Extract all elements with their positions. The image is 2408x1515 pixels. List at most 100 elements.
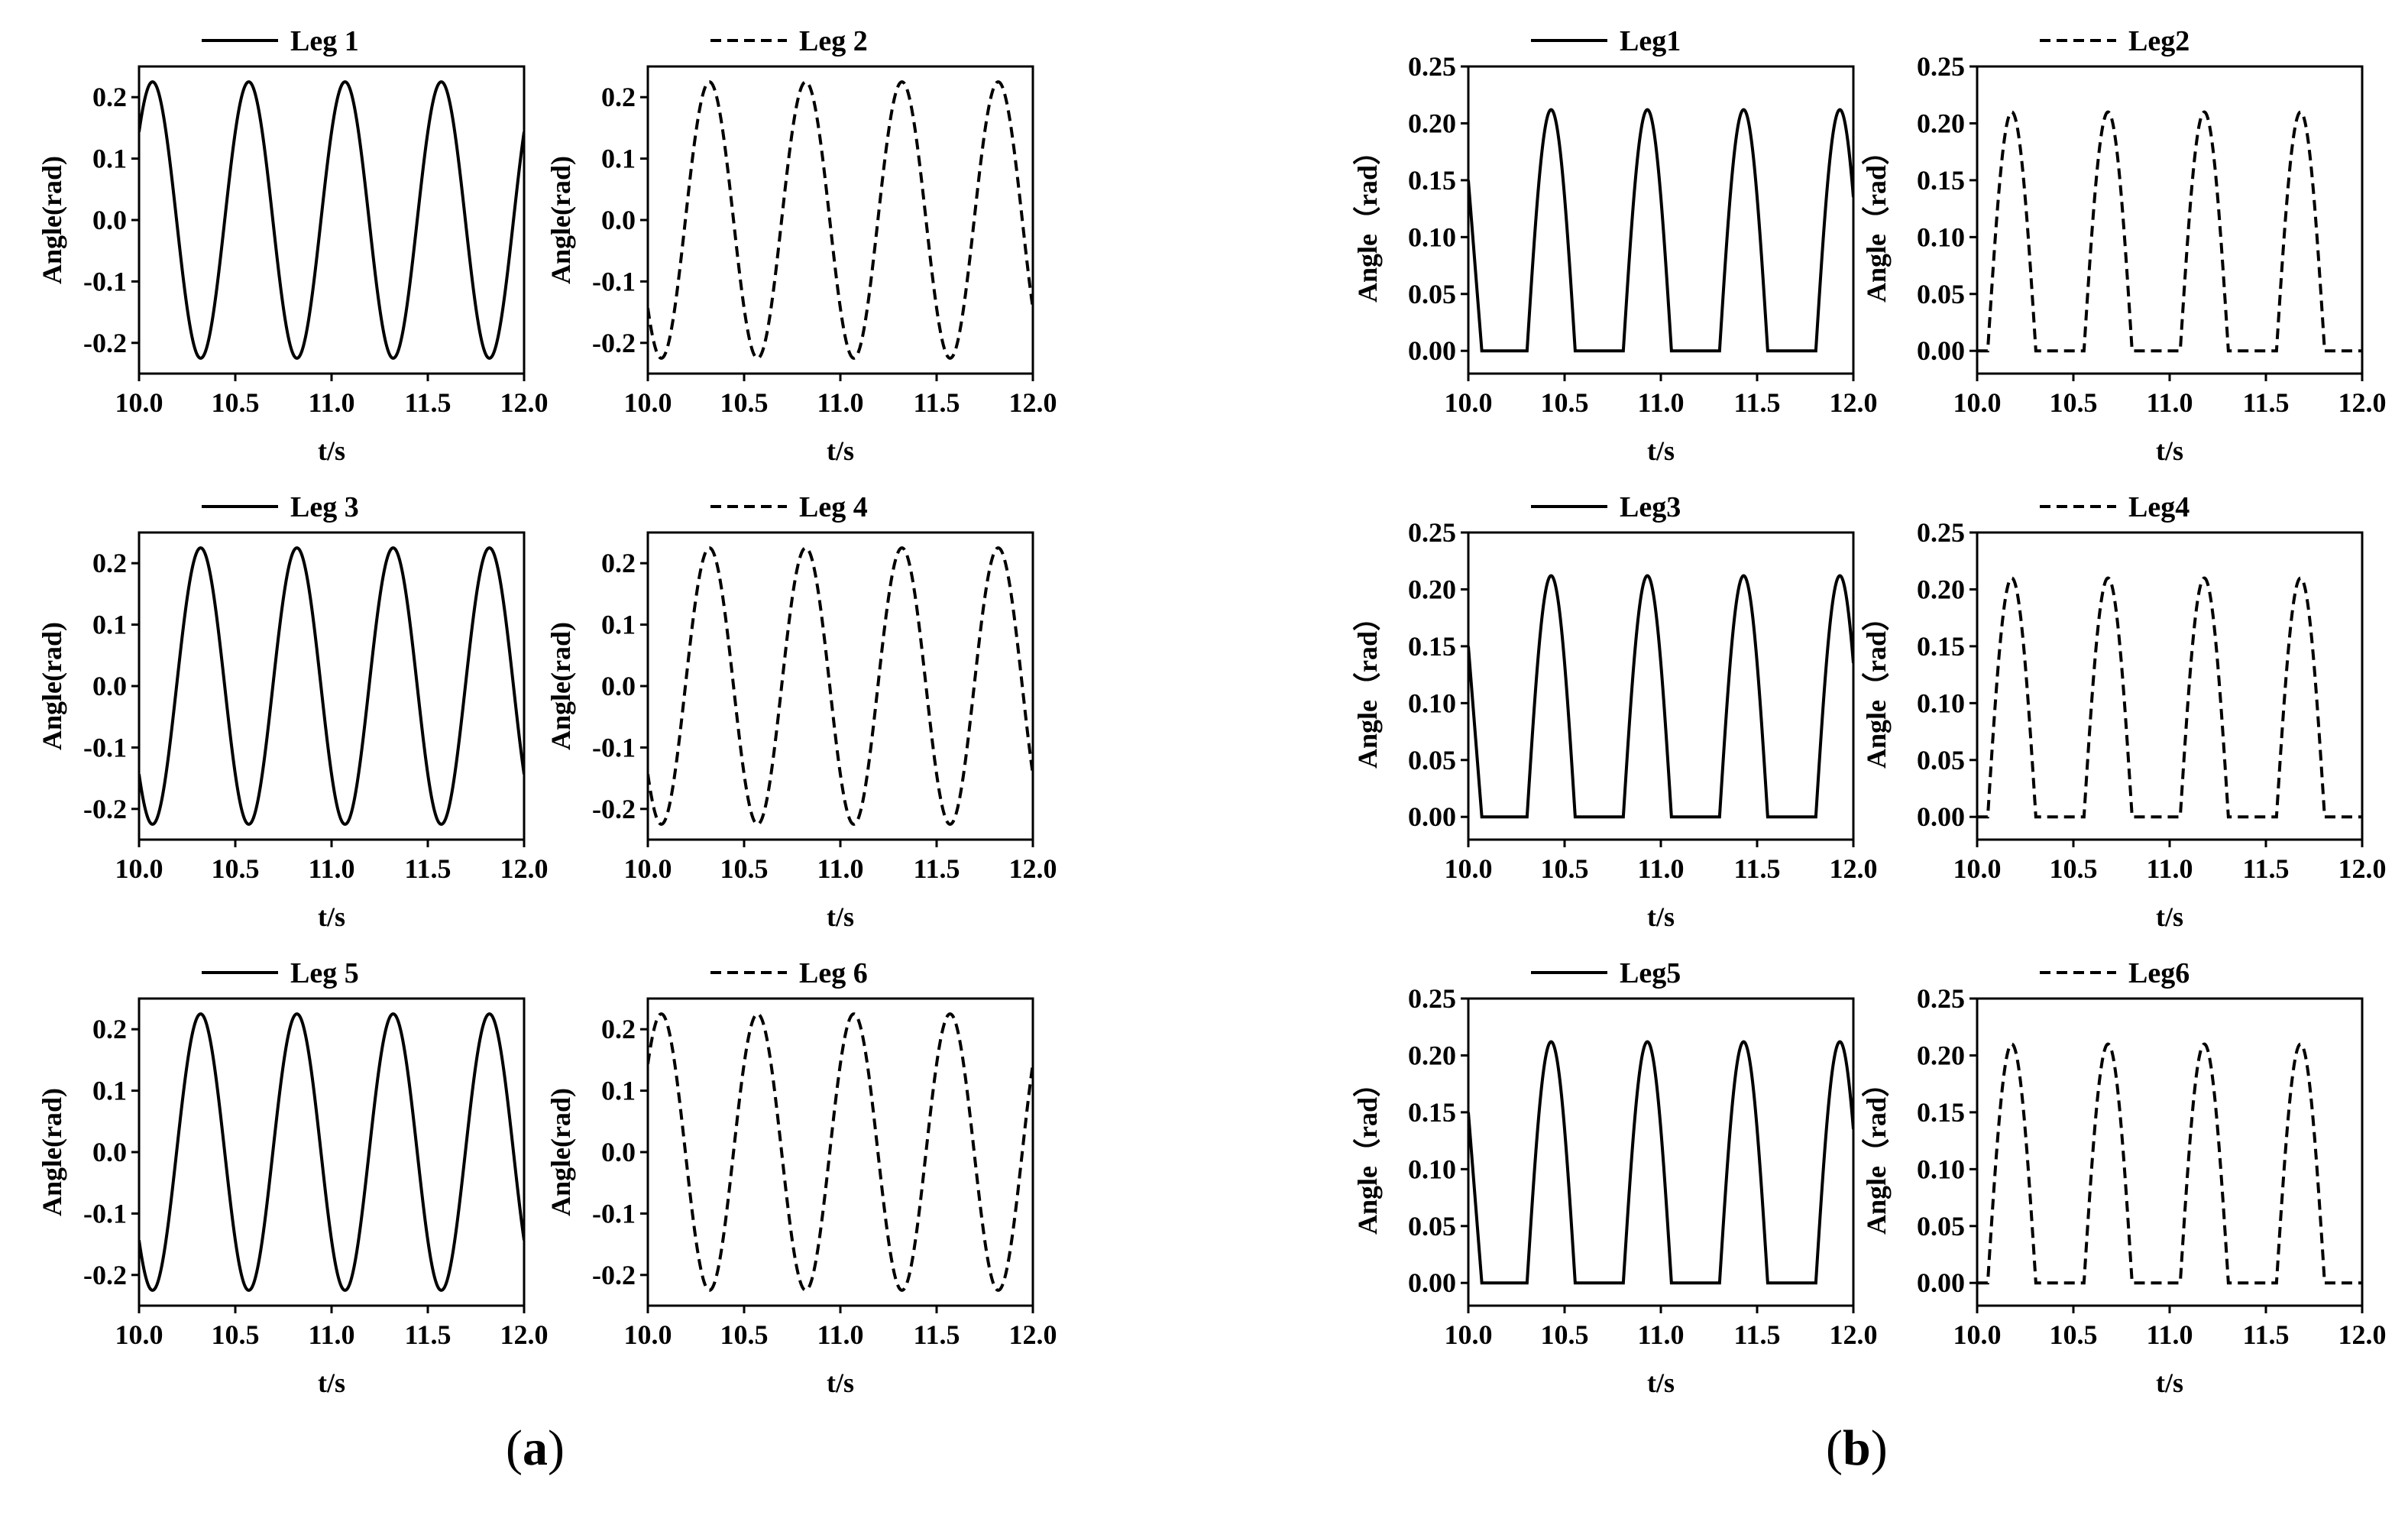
y-tick-label: 0.05 xyxy=(1408,745,1456,775)
y-tick-label: 0.15 xyxy=(1917,631,1965,662)
x-tick-label: 11.5 xyxy=(1733,1319,1780,1350)
y-tick-label: 0.00 xyxy=(1408,335,1456,366)
y-tick-label: 0.0 xyxy=(601,205,636,235)
y-tick-label: 0.00 xyxy=(1408,801,1456,832)
y-tick-label: 0.10 xyxy=(1917,1154,1965,1184)
x-tick-label: 10.0 xyxy=(624,387,672,418)
y-axis-label: Angle(rad) xyxy=(545,622,576,750)
x-axis-label: t/s xyxy=(827,1368,854,1398)
y-tick-label: 0.25 xyxy=(1408,51,1456,82)
series-line xyxy=(1468,1040,1853,1285)
x-tick-label: 11.5 xyxy=(1733,853,1780,884)
series-line xyxy=(1468,574,1853,819)
plot-frame xyxy=(1976,65,2364,375)
x-tick-label: 10.0 xyxy=(115,1319,163,1350)
x-tick-label: 10.0 xyxy=(1445,387,1493,418)
y-tick-label: 0.20 xyxy=(1917,108,1965,138)
y-axis-label: Angle（rad） xyxy=(1352,1070,1383,1235)
x-tick-label: 11.5 xyxy=(404,387,451,418)
y-tick-label: 0.0 xyxy=(92,205,127,235)
series-line xyxy=(648,1012,1033,1292)
series-line xyxy=(648,546,1033,826)
x-tick-label: 11.0 xyxy=(817,853,863,884)
subplot-leg3: 10.0 10.5 11.0 11.5 12.0 -0.2 -0.1 0.0 0.1 0.2 t/s… xyxy=(37,491,549,932)
x-axis-label: t/s xyxy=(2156,435,2183,466)
legend-label: Leg 6 xyxy=(799,957,868,989)
y-tick-label: 0.05 xyxy=(1917,745,1965,775)
x-tick-label: 10.5 xyxy=(2050,387,2098,418)
x-tick-label: 11.5 xyxy=(913,387,960,418)
y-tick-label: -0.1 xyxy=(83,1198,127,1229)
x-tick-label: 10.5 xyxy=(1541,853,1589,884)
x-tick-label: 11.0 xyxy=(308,387,354,418)
x-tick-label: 10.0 xyxy=(115,387,163,418)
y-tick-label: -0.2 xyxy=(592,794,636,824)
y-axis-label: Angle（rad） xyxy=(1861,138,1892,303)
x-tick-label: 10.0 xyxy=(624,1319,672,1350)
x-tick-label: 10.0 xyxy=(115,853,163,884)
subplot-leg1: 10.0 10.5 11.0 11.5 12.0 0.00 0.05 0.10 0.15 0.20… xyxy=(1352,25,1878,466)
plot-frame xyxy=(646,531,1034,841)
x-tick-label: 12.0 xyxy=(1830,853,1878,884)
x-tick-label: 11.0 xyxy=(1637,387,1684,418)
plot-frame xyxy=(1976,997,2364,1307)
y-tick-label: -0.1 xyxy=(592,1198,636,1229)
y-tick-label: 0.0 xyxy=(601,1137,636,1167)
y-tick-label: 0.0 xyxy=(92,671,127,701)
plot-frame xyxy=(646,997,1034,1307)
subplot-leg5: 10.0 10.5 11.0 11.5 12.0 -0.2 -0.1 0.0 0.1 0.2 t/s… xyxy=(37,957,549,1398)
x-tick-label: 10.5 xyxy=(1541,1319,1589,1350)
x-tick-label: 10.0 xyxy=(1953,853,2002,884)
subplot-leg4: 10.0 10.5 11.0 11.5 12.0 -0.2 -0.1 0.0 0.1 0.2 t/s… xyxy=(545,491,1057,932)
y-axis-label: Angle（rad） xyxy=(1861,604,1892,769)
x-tick-label: 11.5 xyxy=(404,853,451,884)
x-tick-label: 11.0 xyxy=(817,387,863,418)
y-tick-label: 0.15 xyxy=(1408,1097,1456,1128)
y-tick-label: 0.15 xyxy=(1408,165,1456,196)
series-line xyxy=(1468,108,1853,353)
x-tick-label: 12.0 xyxy=(500,853,549,884)
x-tick-label: 10.5 xyxy=(1541,387,1589,418)
x-tick-label: 11.0 xyxy=(1637,853,1684,884)
y-tick-label: 0.20 xyxy=(1408,108,1456,138)
subplot-leg4: 10.0 10.5 11.0 11.5 12.0 0.00 0.05 0.10 0.15 0.20… xyxy=(1861,491,2387,932)
plot-frame xyxy=(1976,531,2364,841)
y-tick-label: 0.1 xyxy=(601,610,636,640)
x-tick-label: 10.0 xyxy=(1445,853,1493,884)
y-tick-label: 0.25 xyxy=(1408,517,1456,548)
y-tick-label: 0.10 xyxy=(1917,222,1965,252)
y-tick-label: 0.20 xyxy=(1917,574,1965,604)
legend-label: Leg 5 xyxy=(290,957,359,989)
legend-label: Leg2 xyxy=(2128,25,2190,57)
legend-label: Leg 4 xyxy=(799,491,868,523)
y-tick-label: 0.15 xyxy=(1408,631,1456,662)
legend-label: Leg4 xyxy=(2128,491,2190,523)
y-tick-label: 0.25 xyxy=(1917,51,1965,82)
legend-label: Leg 2 xyxy=(799,25,868,57)
x-tick-label: 11.5 xyxy=(2242,1319,2289,1350)
subplot-leg1: 10.0 10.5 11.0 11.5 12.0 -0.2 -0.1 0.0 0.1 0.2 t/s… xyxy=(37,25,549,466)
legend-label: Leg1 xyxy=(1620,25,1681,57)
plot-frame xyxy=(646,65,1034,375)
x-tick-label: 11.0 xyxy=(308,1319,354,1350)
x-tick-label: 10.0 xyxy=(1953,1319,2002,1350)
x-tick-label: 11.5 xyxy=(404,1319,451,1350)
y-tick-label: 0.0 xyxy=(601,671,636,701)
y-tick-label: 0.0 xyxy=(92,1137,127,1167)
x-tick-label: 12.0 xyxy=(2338,1319,2387,1350)
y-axis-label: Angle(rad) xyxy=(545,156,576,284)
x-axis-label: t/s xyxy=(1647,1368,1675,1398)
y-axis-label: Angle（rad） xyxy=(1352,604,1383,769)
x-tick-label: 12.0 xyxy=(500,387,549,418)
x-tick-label: 10.5 xyxy=(720,853,769,884)
y-tick-label: -0.1 xyxy=(592,732,636,762)
x-axis-label: t/s xyxy=(827,902,854,932)
x-tick-label: 11.0 xyxy=(308,853,354,884)
y-tick-label: 0.05 xyxy=(1408,279,1456,309)
x-tick-label: 11.0 xyxy=(1637,1319,1684,1350)
y-tick-label: -0.1 xyxy=(592,266,636,296)
y-tick-label: 0.10 xyxy=(1917,688,1965,718)
y-tick-label: 0.20 xyxy=(1917,1040,1965,1070)
y-axis-label: Angle(rad) xyxy=(37,1088,67,1216)
